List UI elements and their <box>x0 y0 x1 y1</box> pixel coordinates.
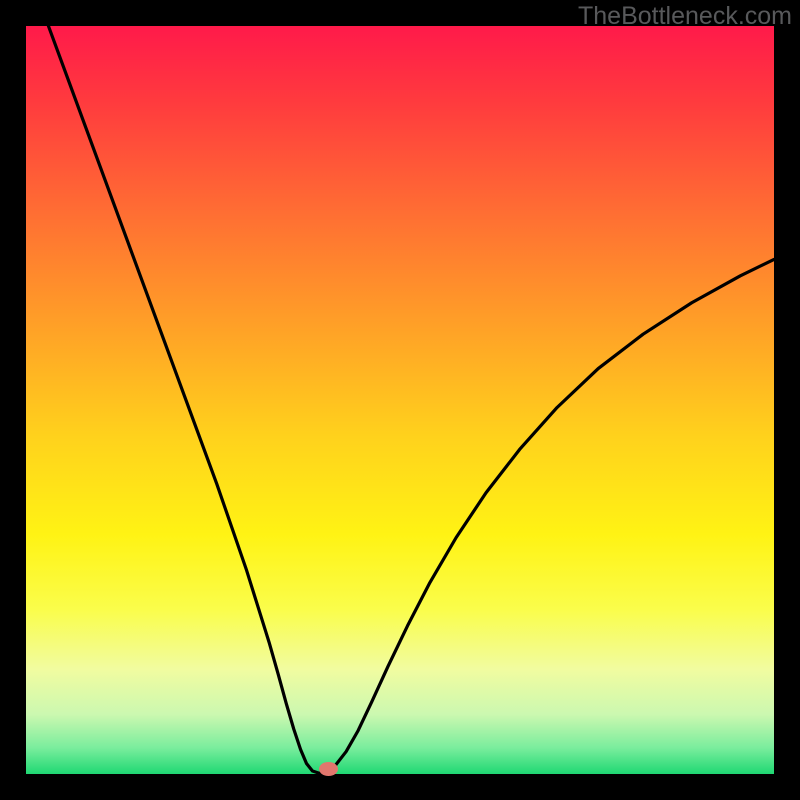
chart-frame: TheBottleneck.com <box>0 0 800 800</box>
plot-area <box>26 26 774 774</box>
gradient-and-curve <box>26 26 774 774</box>
minimum-marker <box>319 762 338 776</box>
gradient-background <box>26 26 774 774</box>
watermark-text: TheBottleneck.com <box>578 2 792 31</box>
